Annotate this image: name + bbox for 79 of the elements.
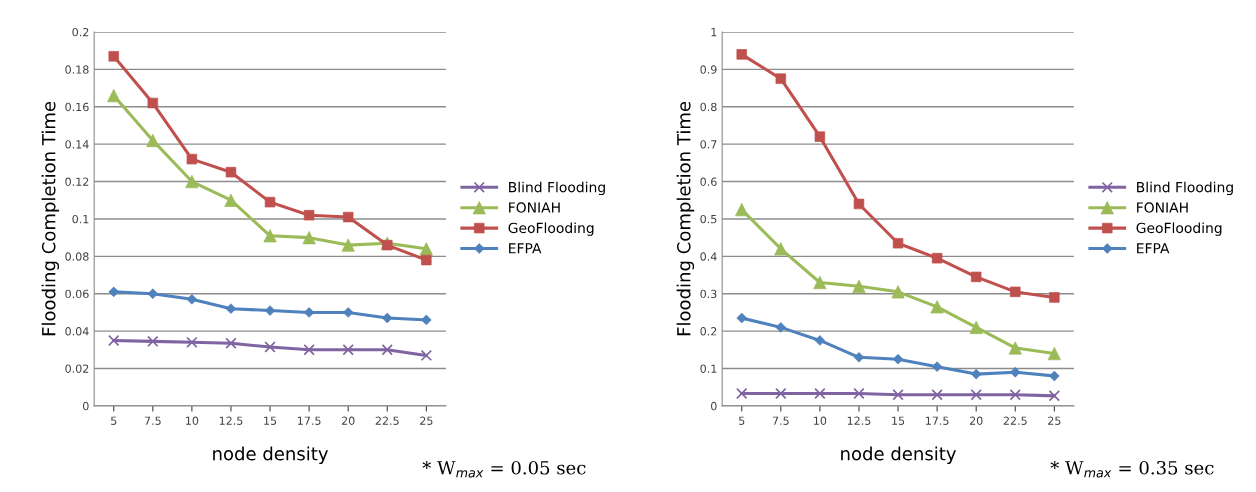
x-tick-label: 22.5: [375, 416, 399, 425]
x-tick-label: 17.5: [297, 416, 321, 425]
y-tick-label: 0.1: [72, 214, 89, 224]
x-tick-label: 20: [969, 416, 983, 425]
x-tick-label: 7.5: [772, 416, 789, 425]
point: [892, 238, 904, 249]
y-tick-label: 0.2: [700, 327, 717, 336]
y-tick-label: 0.06: [65, 289, 89, 299]
y-tick-label: 0: [711, 401, 717, 411]
point: [264, 341, 276, 353]
point: [1048, 390, 1061, 402]
y-tick-label: 0.04: [65, 327, 89, 336]
y-tick-label: 0.6: [700, 177, 717, 186]
y-tick-label: 0.14: [65, 140, 89, 149]
y-tick-label: 0.16: [65, 102, 89, 112]
point: [186, 153, 198, 165]
text: * W$_{max}$ = 0.35 sec: [1050, 460, 1214, 478]
x-tick-label: 22.5: [1003, 416, 1027, 425]
x-tick-label: 20: [341, 416, 355, 425]
point: [225, 337, 237, 349]
x-axis-title: node density: [841, 446, 956, 464]
point: [342, 344, 354, 356]
point: [186, 336, 198, 349]
y-axis-title: Flooding Completion Time: [676, 101, 695, 336]
point: [303, 344, 315, 356]
point: [736, 387, 748, 400]
legend-label: Blind Flooding: [1137, 181, 1233, 196]
point: [775, 387, 787, 400]
legend-label: FONIAH: [509, 202, 560, 213]
text: * W$_{max}$ = 0.05 sec: [422, 460, 586, 478]
legend-label: EFPA: [1137, 243, 1170, 254]
y-tick-label: 0.18: [65, 65, 89, 74]
legend-label: Blind Flooding: [509, 181, 605, 196]
y-tick-label: 0.3: [700, 289, 717, 299]
point: [813, 275, 827, 290]
point: [108, 334, 120, 347]
y-tick-label: 0.12: [65, 177, 89, 186]
x-tick-label: 7.5: [144, 416, 161, 425]
y-tick-label: 1: [711, 28, 717, 37]
point: [814, 387, 826, 400]
x-tick-label: 5: [739, 416, 745, 425]
legend-label: EFPA: [509, 243, 542, 254]
point: [970, 388, 982, 401]
x-tick-label: 5: [111, 416, 117, 425]
y-tick-label: 0.4: [700, 252, 717, 261]
point: [421, 254, 432, 266]
y-tick-label: 0.1: [700, 364, 717, 373]
y-tick-label: 0.02: [65, 364, 89, 373]
legend-label: FONIAH: [1137, 202, 1188, 213]
y-tick-label: 0.5: [700, 214, 717, 224]
x-tick-label: 10: [186, 416, 199, 425]
y-tick-label: 0.8: [700, 102, 717, 112]
y-tick-label: 0.2: [72, 27, 89, 37]
y-tick-label: 0: [83, 401, 89, 411]
point: [108, 51, 119, 62]
point: [303, 209, 315, 221]
x-tick-label: 17.5: [925, 416, 949, 425]
point: [853, 387, 865, 400]
legend-label: GeoFlooding: [508, 222, 594, 236]
y-tick-label: 0.08: [65, 252, 89, 261]
x-tick-label: 15: [892, 416, 905, 425]
point: [892, 388, 904, 401]
y-axis-title: Flooding Completion Time: [41, 101, 60, 336]
x-tick-label: 25: [1048, 416, 1061, 425]
y-tick-label: 0.7: [700, 140, 717, 149]
x-tick-label: 12.5: [219, 416, 243, 425]
point: [1009, 388, 1021, 401]
point: [147, 335, 159, 348]
point: [420, 349, 433, 362]
point: [381, 344, 393, 356]
x-tick-label: 25: [420, 416, 433, 425]
x-axis-title: node density: [213, 446, 328, 464]
legend-label: GeoFlooding: [1136, 222, 1222, 236]
y-tick-label: 0.9: [700, 65, 717, 74]
x-tick-label: 15: [264, 416, 277, 425]
x-tick-label: 12.5: [847, 416, 871, 425]
point: [931, 252, 943, 264]
x-tick-label: 10: [814, 416, 827, 425]
point: [931, 388, 943, 401]
